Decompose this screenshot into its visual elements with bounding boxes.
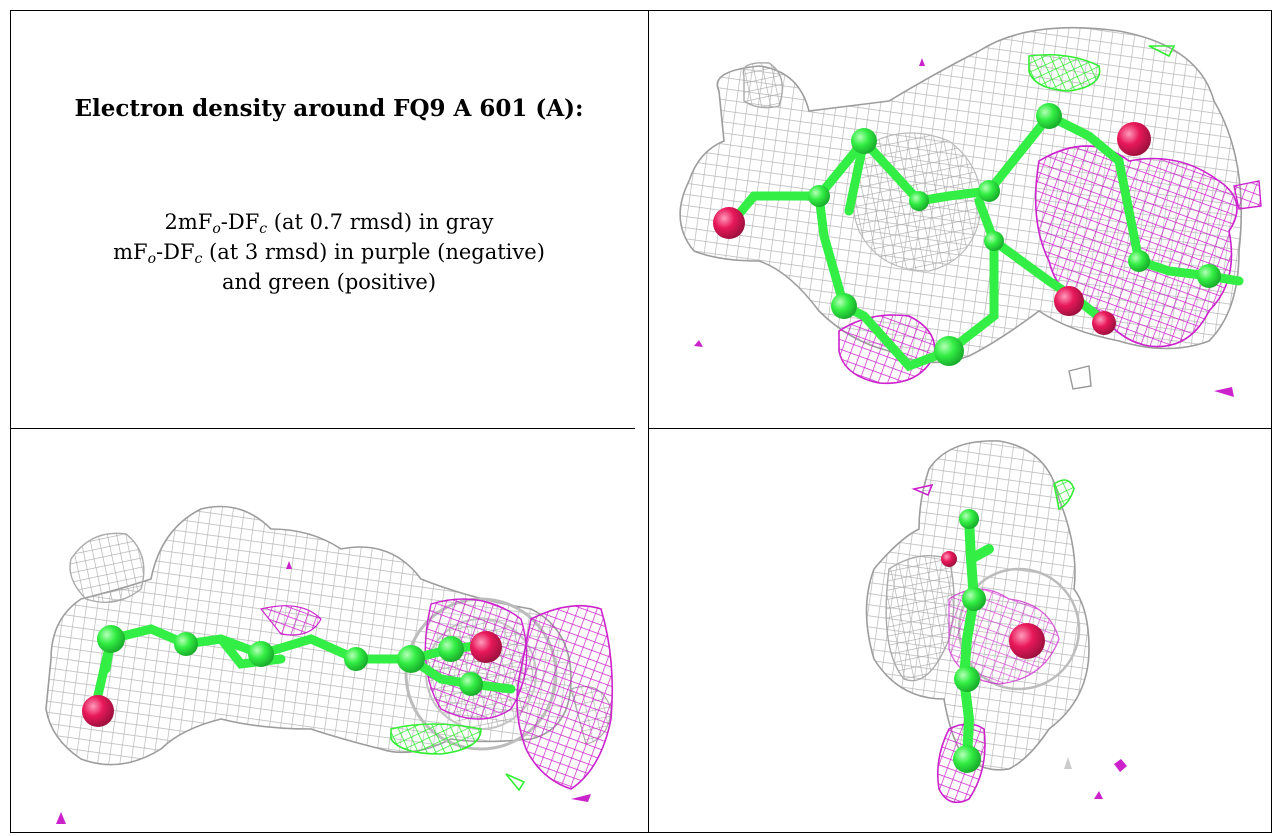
- legend-subscript: o: [212, 221, 221, 237]
- legend-text: -DF: [156, 240, 195, 264]
- density-view-bottom-left: [11, 429, 648, 832]
- table-top-border: [10, 10, 1272, 11]
- legend-text: 2mF: [164, 210, 213, 234]
- table-left-border: [10, 10, 11, 833]
- green-mesh-positive: [1028, 45, 1176, 92]
- density-legend: 2mFo-DFc (at 0.7 rmsd) in gray mFo-DFc (…: [10, 207, 648, 297]
- table-column-divider: [648, 10, 649, 833]
- legend-line-fofc: mFo-DFc (at 3 rmsd) in purple (negative): [10, 237, 648, 267]
- legend-subscript: c: [194, 251, 203, 267]
- legend-text: mF: [113, 240, 148, 264]
- legend-line-2fofc: 2mFo-DFc (at 0.7 rmsd) in gray: [10, 207, 648, 237]
- table-row-divider-right: [648, 428, 1272, 429]
- table-row-divider-left: [10, 428, 635, 429]
- legend-line-positive: and green (positive): [221, 270, 437, 294]
- density-render-bottom-right: [865, 440, 1127, 804]
- description-cell: Electron density around FQ9 A 601 (A): 2…: [10, 11, 648, 429]
- density-render-bottom-left: [45, 505, 614, 824]
- density-view-top-right: [649, 11, 1271, 428]
- ligand-model: [713, 103, 1244, 372]
- legend-text: -DF: [220, 210, 260, 234]
- table-right-border: [1271, 10, 1272, 833]
- ligand-model: [82, 624, 516, 727]
- green-mesh-positive: [1053, 479, 1075, 511]
- legend-text: (at 3 rmsd) in purple (negative): [202, 240, 545, 264]
- table-bottom-border: [10, 832, 1272, 833]
- ligand-model: [941, 509, 1045, 773]
- legend-text: (at 0.7 rmsd) in gray: [267, 210, 494, 234]
- legend-subscript: o: [147, 251, 157, 267]
- density-table: Electron density around FQ9 A 601 (A): 2…: [10, 10, 1272, 833]
- legend-subscript: c: [259, 221, 268, 237]
- figure-title: Electron density around FQ9 A 601 (A):: [74, 95, 584, 122]
- green-mesh-positive: [390, 723, 526, 792]
- density-view-bottom-right: [649, 429, 1271, 832]
- density-render-top-right: [679, 26, 1262, 397]
